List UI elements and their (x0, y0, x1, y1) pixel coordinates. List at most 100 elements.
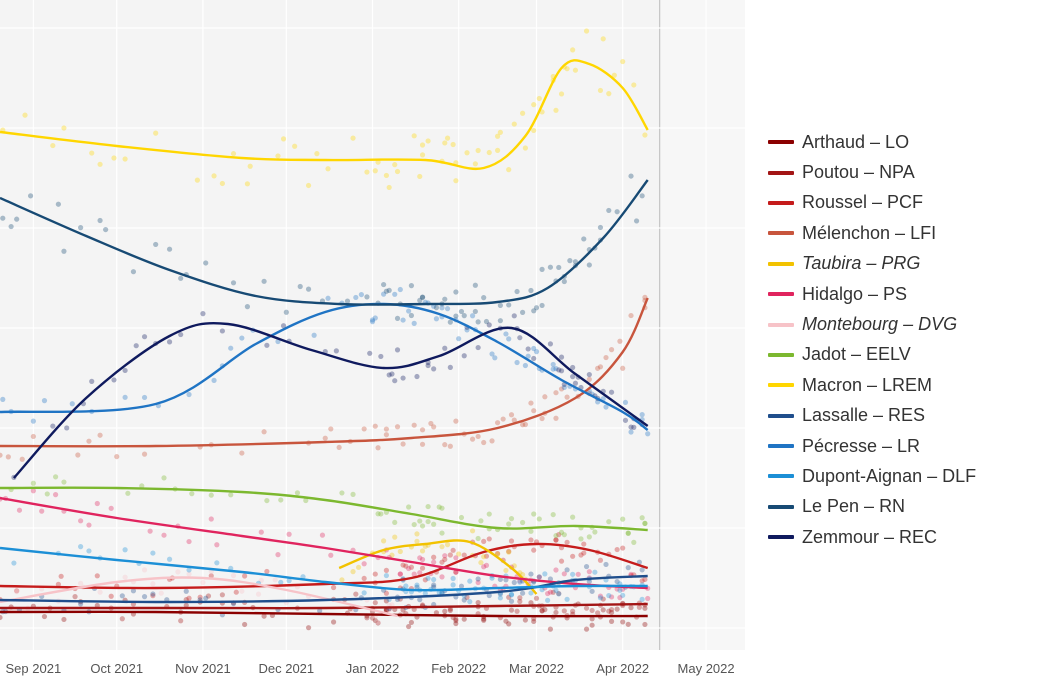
poll-point (497, 302, 503, 308)
legend-item[interactable]: Le Pen – RN (768, 492, 1038, 522)
poll-point (353, 294, 359, 301)
legend-item[interactable]: Poutou – NPA (768, 157, 1038, 187)
poll-point (397, 571, 403, 577)
poll-point (311, 332, 317, 338)
poll-point (419, 294, 426, 300)
poll-point (517, 335, 523, 341)
legend-item[interactable]: Pécresse – LR (768, 431, 1038, 461)
poll-point (608, 606, 615, 613)
poll-point (531, 547, 537, 553)
legend-item[interactable]: Lassalle – RES (768, 401, 1038, 431)
poll-point (11, 560, 17, 566)
legend-label: Zemmour – REC (802, 526, 938, 547)
poll-point (350, 491, 356, 497)
poll-point (419, 565, 426, 571)
poll-point (461, 597, 467, 603)
legend-item[interactable]: Dupont-Aignan – DLF (768, 461, 1038, 491)
legend-item[interactable]: Arthaud – LO (768, 127, 1038, 157)
legend-item[interactable]: Hidalgo – PS (768, 279, 1038, 309)
poll-point (261, 429, 267, 435)
poll-point (44, 491, 50, 497)
poll-point (597, 224, 604, 231)
poll-point (186, 571, 192, 577)
poll-point (203, 595, 209, 601)
legend-item[interactable]: Taubira – PRG (768, 249, 1038, 279)
poll-point (464, 327, 470, 333)
poll-point (620, 592, 626, 598)
poll-point (367, 350, 373, 356)
poll-point (89, 378, 95, 384)
poll-point (469, 436, 476, 442)
poll-point (642, 132, 648, 138)
poll-point (425, 138, 431, 144)
poll-point (564, 596, 570, 602)
poll-point (542, 571, 548, 577)
legend-label: Dupont-Aignan – DLF (802, 465, 977, 486)
poll-point (483, 553, 490, 559)
poll-point (453, 418, 459, 424)
poll-point (581, 236, 587, 242)
poll-point (561, 384, 567, 391)
poll-point (447, 364, 453, 370)
poll-point (350, 569, 356, 575)
poll-point (141, 394, 148, 401)
poll-point (406, 623, 412, 630)
poll-point (317, 608, 323, 614)
poll-point (547, 626, 554, 632)
poll-point (97, 432, 103, 438)
poll-point (314, 151, 320, 157)
poll-point (494, 147, 501, 153)
poll-point (483, 318, 490, 325)
poll-point (141, 451, 148, 457)
legend-item[interactable]: Montebourg – DVG (768, 309, 1038, 339)
poll-point (453, 313, 459, 319)
poll-point (606, 91, 612, 97)
poll-point (328, 426, 334, 432)
legend-label: Poutou – NPA (802, 162, 915, 183)
poll-point (186, 595, 192, 601)
poll-point (161, 475, 167, 481)
poll-point (14, 216, 20, 222)
poll-point (564, 394, 570, 400)
poll-point (447, 443, 453, 449)
poll-point (419, 548, 426, 554)
poll-point (122, 367, 128, 374)
poll-chart: Sep 2021 Oct 2021 Nov 2021 Dec 2021 Jan 2022… (0, 0, 745, 676)
poll-point (108, 593, 114, 599)
poll-point (419, 441, 426, 447)
legend-swatch (768, 474, 794, 479)
poll-point (383, 598, 389, 604)
poll-point (372, 168, 378, 174)
legend-item[interactable]: Macron – LREM (768, 370, 1038, 400)
poll-point (264, 342, 270, 348)
poll-point (589, 616, 595, 622)
poll-point (481, 295, 487, 301)
poll-point (292, 143, 298, 149)
legend-label: Roussel – PCF (802, 192, 924, 213)
poll-point (511, 417, 517, 423)
series-points-group (0, 294, 648, 462)
poll-point (305, 625, 312, 631)
poll-point (589, 607, 595, 614)
poll-point (94, 500, 100, 507)
legend-item[interactable]: Mélenchon – LFI (768, 218, 1038, 248)
poll-point (481, 538, 487, 545)
poll-point (166, 556, 173, 562)
poll-point (350, 135, 356, 141)
poll-point (439, 559, 445, 565)
poll-point (205, 593, 212, 599)
trend-line (0, 546, 648, 592)
poll-point (61, 125, 67, 131)
legend-item[interactable]: Roussel – PCF (768, 188, 1038, 218)
poll-point (494, 420, 501, 426)
series-points-group (0, 173, 645, 325)
poll-point (572, 380, 579, 386)
poll-point (383, 426, 389, 432)
legend-item[interactable]: Jadot – EELV (768, 340, 1038, 370)
poll-point (397, 548, 403, 555)
legend-label: Jadot – EELV (802, 344, 911, 365)
legend: Arthaud – LO Poutou – NPA Roussel – PCF Mél… (768, 127, 1038, 552)
legend-item[interactable]: Zemmour – REC (768, 522, 1038, 552)
poll-point (55, 201, 61, 207)
poll-point (597, 595, 604, 601)
